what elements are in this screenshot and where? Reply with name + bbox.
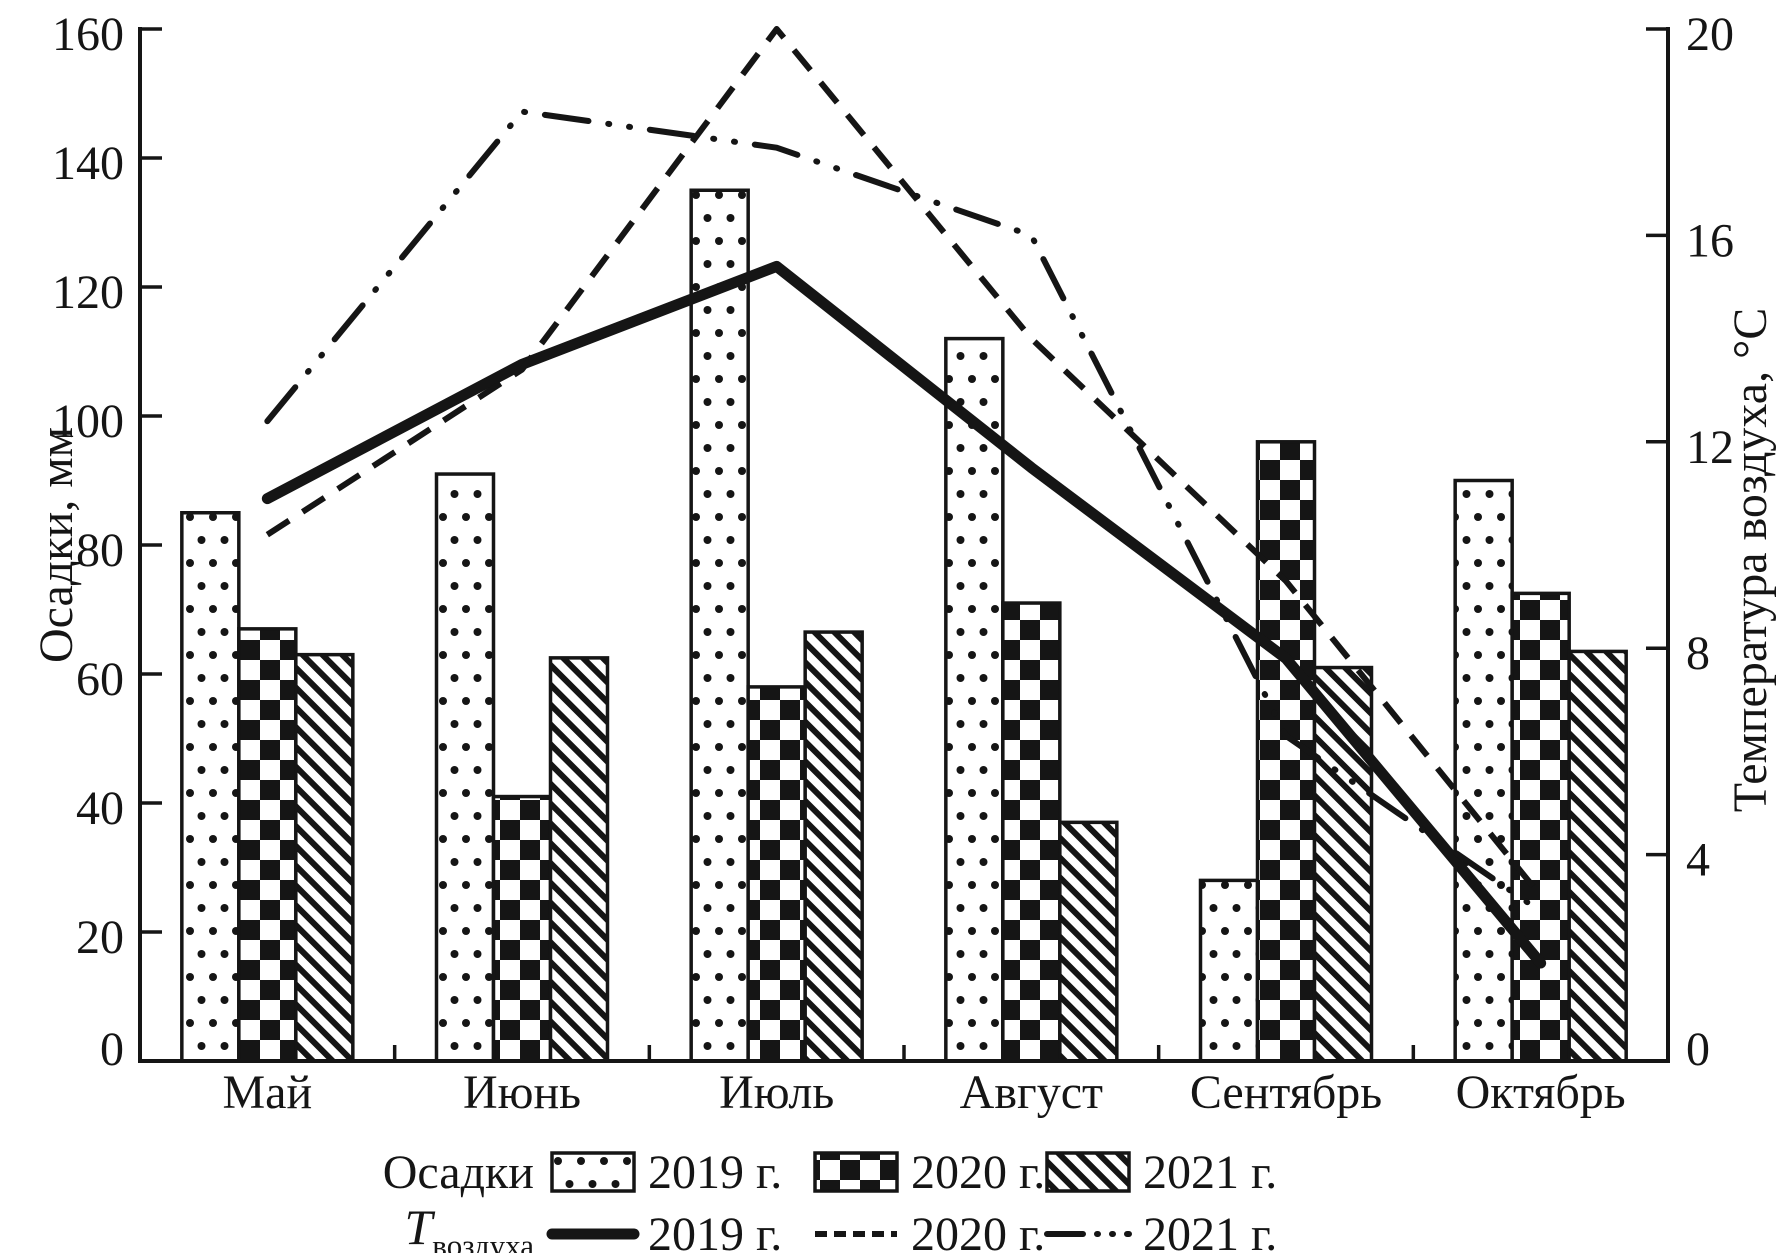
legend-label-temp-2021: 2021 г. <box>1143 1208 1277 1253</box>
precip-bar-2019-month1 <box>180 511 241 1063</box>
precip-bar-2021-month3 <box>803 630 864 1063</box>
legend-swatch-precip-2019 <box>550 1151 636 1193</box>
precip-bar-2019-month5 <box>1198 878 1260 1063</box>
legend-label-precip-2020: 2020 г. <box>911 1146 1045 1199</box>
precip-bar-2020-month6 <box>1510 591 1571 1063</box>
right-axis-tick-label: 4 <box>1686 834 1710 887</box>
left-axis-tick-label: 140 <box>52 137 124 190</box>
precip-bar-2021-month4 <box>1058 820 1119 1063</box>
legend-label-precip-2019: 2019 г. <box>648 1146 782 1199</box>
legend-label-precip-2021: 2021 г. <box>1143 1146 1277 1199</box>
month-label-4: Август <box>960 1066 1103 1119</box>
left-axis-tick-label: 20 <box>76 911 124 964</box>
precip-bar-2020-month4 <box>1001 601 1062 1063</box>
right-axis-title: Температура воздуха, °С <box>1724 308 1777 813</box>
precip-bar-2019-month3 <box>689 188 750 1063</box>
precip-bar-2020-month2 <box>491 794 553 1063</box>
left-axis-tick-label: 160 <box>52 8 124 61</box>
left-axis-title: Осадки, мм <box>30 427 83 663</box>
right-axis-tick-label: 16 <box>1686 214 1734 267</box>
left-axis-tick-label: 0 <box>100 1023 124 1076</box>
month-label-5: Сентябрь <box>1190 1066 1382 1119</box>
temp-line-2020 <box>265 26 1543 898</box>
right-axis-tick-label: 12 <box>1686 421 1734 474</box>
legend-swatch-precip-2020 <box>813 1151 899 1193</box>
precip-bar-2021-month2 <box>548 656 610 1063</box>
temp-line-2021 <box>264 108 1544 915</box>
legend-label-temp-2020: 2020 г. <box>911 1208 1045 1253</box>
month-label-3: Июль <box>719 1066 834 1119</box>
legend-temp-label: Tвоздуха <box>404 1199 534 1253</box>
left-axis-tick-label: 40 <box>76 782 124 835</box>
precip-bar-2020-month1 <box>237 627 298 1063</box>
temp-line-2019 <box>261 260 1547 969</box>
precip-bar-2019-month6 <box>1453 478 1514 1063</box>
precip-bar-2021-month6 <box>1567 649 1628 1063</box>
month-label-2: Июнь <box>463 1066 581 1119</box>
left-axis-tick-label: 80 <box>76 524 124 577</box>
right-axis-tick-label: 20 <box>1686 8 1734 61</box>
precip-bar-2020-month3 <box>746 685 807 1063</box>
month-label-6: Октябрь <box>1456 1066 1626 1119</box>
month-label-1: Май <box>222 1066 312 1119</box>
left-axis-tick-label: 60 <box>76 653 124 706</box>
temperature-lines-layer <box>261 26 1547 969</box>
left-axis-tick-label: 100 <box>52 395 124 448</box>
legend-precip-label: Осадки <box>383 1146 534 1199</box>
legend-swatch-precip-2021 <box>1045 1151 1131 1193</box>
precip-bar-2021-month1 <box>294 652 355 1063</box>
bars-layer <box>180 188 1628 1063</box>
axes-layer <box>138 27 1670 1063</box>
labels-layer: 0 20 40 60 80 100 120 140 160 0 4 8 12 16 20 Май Июнь Июл… <box>30 8 1777 1119</box>
precip-bar-2019-month2 <box>434 472 496 1063</box>
right-axis-tick-label: 8 <box>1686 627 1710 680</box>
legend: Осадки 2019 г. 2020 г. 2021 г. Tвоздуха 2019 … <box>383 1146 1278 1258</box>
precip-bar-2019-month4 <box>944 336 1005 1063</box>
right-axis-tick-label: 0 <box>1686 1023 1710 1076</box>
left-axis-tick-label: 120 <box>52 266 124 319</box>
legend-label-temp-2019: 2019 г. <box>648 1208 782 1253</box>
